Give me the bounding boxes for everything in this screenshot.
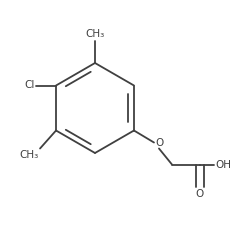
Text: CH₃: CH₃ (20, 151, 39, 161)
Text: Cl: Cl (25, 80, 35, 91)
Text: O: O (155, 137, 163, 148)
Text: OH: OH (215, 159, 231, 170)
Text: O: O (196, 188, 204, 198)
Text: CH₃: CH₃ (85, 29, 105, 39)
